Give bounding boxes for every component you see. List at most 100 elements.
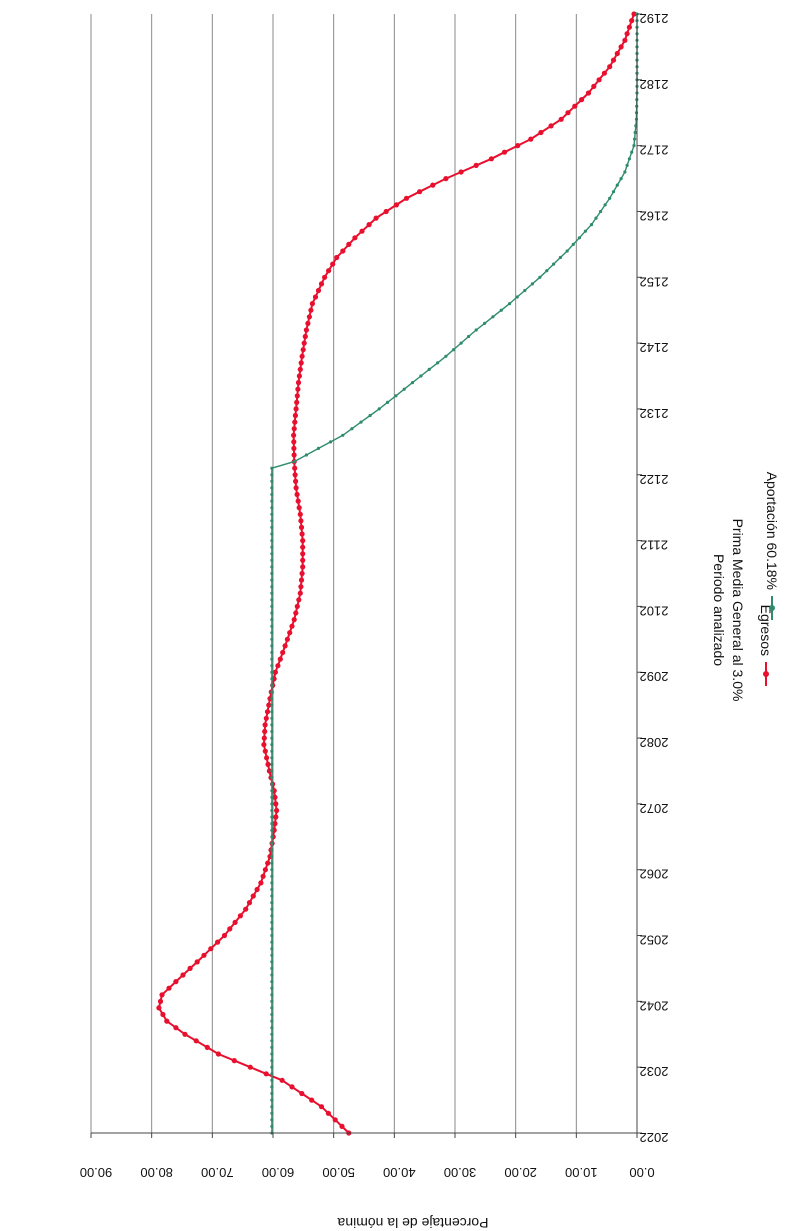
data-point <box>295 498 301 504</box>
data-point <box>618 44 624 50</box>
year-tick-label: 2072 <box>640 801 669 816</box>
year-tick-label: 2182 <box>640 77 669 92</box>
data-point <box>270 578 274 582</box>
data-point <box>292 460 296 464</box>
data-point <box>270 512 274 516</box>
data-point <box>221 932 228 939</box>
data-point <box>263 715 269 721</box>
data-point <box>272 821 278 827</box>
data-point <box>558 116 564 122</box>
data-point <box>270 479 274 483</box>
data-point <box>545 269 549 273</box>
data-point <box>394 394 398 398</box>
year-tick-label: 2172 <box>640 143 669 158</box>
data-point <box>579 97 585 103</box>
data-point <box>270 999 274 1004</box>
data-point <box>274 807 280 814</box>
data-point <box>270 604 274 609</box>
data-point <box>270 854 274 859</box>
year-tick-label: 2092 <box>640 669 669 684</box>
series-line <box>271 14 638 1133</box>
data-point <box>270 736 274 740</box>
data-point <box>270 776 274 780</box>
data-point <box>270 808 274 813</box>
data-point <box>359 228 365 234</box>
data-point <box>385 400 390 404</box>
data-point <box>633 137 637 141</box>
y-tick-labels: 0.00 10.00 20.00 30.00 40.00 50.00 60.00 70.00 8… <box>80 1133 655 1180</box>
data-point <box>270 729 274 734</box>
data-point <box>270 966 274 971</box>
data-point <box>626 24 633 30</box>
data-point <box>451 348 456 352</box>
data-point <box>315 287 322 294</box>
data-point <box>270 716 274 720</box>
data-point <box>264 755 270 761</box>
data-point <box>296 597 302 603</box>
year-tick-label: 2062 <box>640 867 669 882</box>
data-point <box>270 664 274 668</box>
data-point <box>270 1072 274 1076</box>
data-point <box>334 254 340 261</box>
data-point <box>194 959 200 965</box>
data-point <box>279 1077 285 1083</box>
data-point <box>565 110 571 116</box>
data-point <box>164 1018 170 1024</box>
data-point <box>264 709 271 715</box>
data-point <box>300 544 306 550</box>
value-tick-label: 70.00 <box>201 1165 234 1180</box>
data-point <box>627 157 632 161</box>
data-point <box>552 262 556 266</box>
data-point <box>272 794 278 800</box>
data-point <box>254 886 260 893</box>
data-point <box>294 393 300 399</box>
data-point <box>603 203 607 207</box>
data-point <box>318 281 325 287</box>
data-point <box>623 170 627 174</box>
year-tick-label: 2032 <box>640 1064 669 1079</box>
data-point <box>330 261 336 267</box>
data-point <box>159 992 165 998</box>
year-tick-label: 2112 <box>640 538 668 553</box>
data-point <box>270 670 274 674</box>
data-point <box>294 603 300 610</box>
data-point <box>270 848 274 852</box>
data-point <box>293 478 299 484</box>
data-point <box>291 426 297 432</box>
data-point <box>201 952 207 958</box>
data-point <box>262 722 268 728</box>
data-point <box>270 973 274 977</box>
data-point <box>548 123 554 129</box>
data-point <box>270 887 274 892</box>
data-point <box>270 1006 274 1010</box>
data-point <box>270 927 274 931</box>
data-point <box>250 893 256 899</box>
data-point <box>467 334 471 339</box>
data-point <box>270 953 274 957</box>
data-point <box>282 643 288 649</box>
data-point <box>291 432 297 438</box>
legend-item: Egresos <box>758 605 774 686</box>
data-point <box>262 728 268 735</box>
data-point <box>215 1051 221 1057</box>
data-point <box>538 129 544 136</box>
data-point <box>611 190 616 194</box>
data-point <box>297 590 303 596</box>
data-point <box>270 598 274 602</box>
data-point <box>403 195 410 201</box>
year-tick-label: 2022 <box>640 1130 669 1145</box>
data-point <box>270 1111 274 1115</box>
data-point <box>270 532 274 536</box>
data-point <box>270 539 274 543</box>
data-point <box>270 861 274 865</box>
data-point <box>585 90 592 96</box>
data-point <box>596 77 602 83</box>
data-point <box>298 577 305 583</box>
data-point <box>329 440 333 444</box>
data-point <box>499 308 503 312</box>
data-point <box>262 867 268 873</box>
data-point <box>270 1059 274 1063</box>
data-point <box>173 979 179 985</box>
data-point <box>515 143 521 149</box>
data-point <box>270 947 274 951</box>
